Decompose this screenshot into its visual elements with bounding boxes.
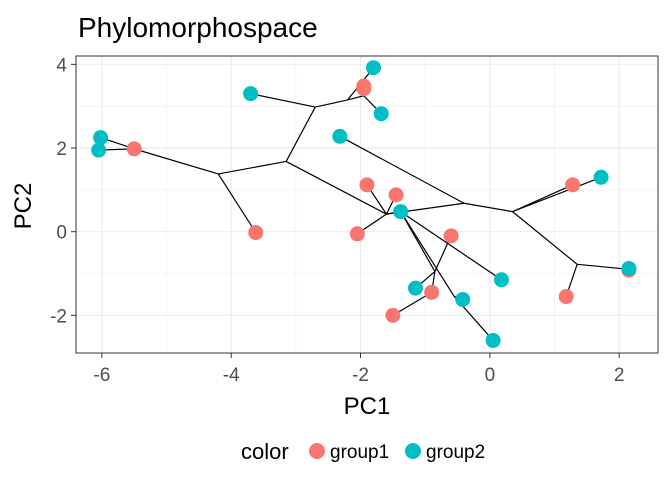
data-point-group1 (385, 307, 401, 323)
tree-edge (218, 160, 287, 175)
tree-edge (392, 291, 432, 316)
x-tick-label: -6 (93, 365, 110, 386)
legend: color group1 group2 (241, 439, 485, 464)
legend-label-group1: group1 (330, 442, 389, 463)
data-point-group1 (388, 187, 404, 203)
data-point-group1 (356, 81, 372, 97)
data-point-group2 (243, 86, 259, 102)
data-point-group1 (349, 226, 365, 242)
data-point-group2 (485, 332, 501, 348)
legend-key-group1 (309, 443, 325, 459)
tree-edge (512, 211, 578, 265)
tree-edge (400, 211, 455, 297)
tree-edge (250, 93, 316, 108)
tree-edge (512, 176, 602, 213)
tree-edge (577, 263, 629, 270)
tree-edge (217, 173, 257, 233)
plot-panel-border (75, 55, 659, 354)
data-point-group2 (408, 280, 423, 296)
tree-edge (285, 160, 387, 215)
x-axis-title: PC1 (344, 393, 391, 420)
data-point-group2 (93, 130, 109, 146)
legend-label-group2: group2 (426, 442, 485, 463)
data-point-group2 (593, 169, 609, 185)
data-point-group2 (621, 261, 637, 277)
data-point-group2 (393, 204, 409, 220)
data-point-group1 (424, 284, 440, 300)
tree-edge (315, 99, 348, 108)
y-tick-label: 2 (56, 139, 67, 160)
data-point-group1 (558, 289, 574, 305)
chart-title: Phylomorphospace (78, 12, 318, 43)
y-axis-title: PC2 (10, 183, 37, 230)
data-point-group2 (373, 106, 389, 122)
y-tick-label: 4 (56, 55, 67, 76)
tree-edge (347, 95, 364, 101)
x-tick-label: -4 (223, 365, 240, 386)
tree-edge (134, 148, 219, 175)
legend-key-group2 (405, 443, 421, 459)
data-point-group1 (126, 141, 142, 157)
x-tick-label: 2 (614, 365, 625, 386)
data-point-group1 (248, 225, 264, 241)
tree-edges (98, 67, 629, 341)
data-point-group2 (365, 60, 381, 76)
y-tick-label: 0 (56, 223, 67, 244)
x-tick-label: -2 (352, 365, 369, 386)
data-point-group1 (565, 177, 581, 193)
data-point-group2 (494, 272, 510, 288)
tree-edge (285, 106, 316, 162)
legend-title: color (241, 439, 289, 464)
x-tick-label: 0 (485, 365, 496, 386)
data-point-group2 (332, 128, 348, 144)
data-point-group1 (359, 177, 375, 193)
data-point-group1 (443, 228, 459, 244)
data-point-group2 (455, 291, 471, 307)
data-point-group2 (91, 142, 107, 158)
tree-edge (400, 211, 502, 281)
tree-edge (463, 202, 513, 213)
data-points (91, 60, 637, 348)
axis-ticks: -6 -4 -2 0 2 -2 0 2 4 (50, 55, 624, 386)
tree-edge (339, 135, 465, 204)
y-tick-label: -2 (50, 306, 67, 327)
